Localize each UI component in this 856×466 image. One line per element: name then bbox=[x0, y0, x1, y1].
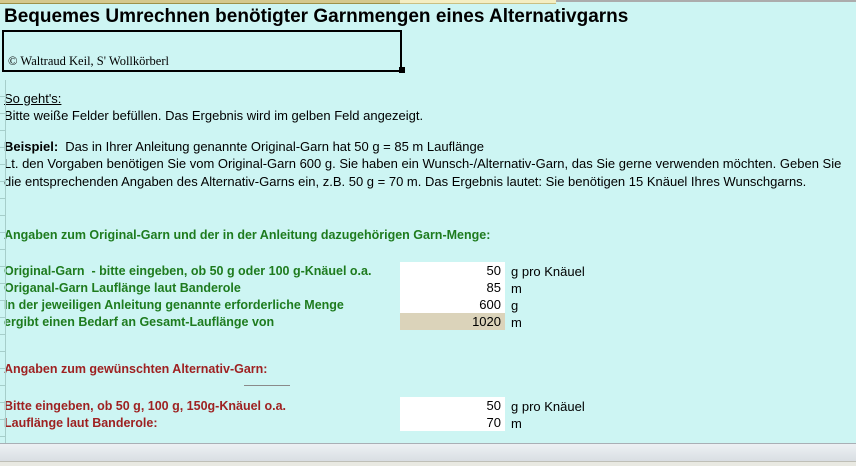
row-label: Lauflänge laut Banderole: bbox=[4, 416, 158, 430]
copyright-text: © Waltraud Keil, S' Wollkörberl bbox=[8, 54, 169, 68]
input-cell[interactable]: 70 bbox=[400, 414, 505, 431]
sheet-tab-bar: ◀ ▶ ▶| Umrechnungstabelle Garnmenge ◀ bbox=[0, 443, 856, 461]
copyright-box: © Waltraud Keil, S' Wollkörberl bbox=[2, 30, 402, 72]
example-row: Beispiel: Das in Ihrer Anleitung genannte… bbox=[4, 139, 484, 154]
row-label: Bitte eingeben, ob 50 g, 100 g, 150g-Knä… bbox=[4, 399, 287, 413]
unit-label: m bbox=[511, 315, 522, 330]
row-label: Original-Garn - bitte eingeben, ob 50 g … bbox=[4, 264, 372, 278]
field-row: Lauflänge laut Banderole: 70 m bbox=[0, 414, 856, 431]
example-line2: Lt. den Vorgaben benötigen Sie vom Origi… bbox=[4, 156, 842, 171]
unit-label: g pro Knäuel bbox=[511, 399, 585, 414]
example-line3: die entsprechenden Angaben des Alternati… bbox=[4, 174, 807, 189]
partial-row-border bbox=[556, 0, 856, 2]
howto-text: Bitte weiße Felder befüllen. Das Ergebni… bbox=[4, 108, 424, 123]
input-cell[interactable]: 50 bbox=[400, 397, 505, 414]
field-row: ergibt einen Bedarf an Gesamt-Lauflänge … bbox=[0, 313, 856, 330]
unit-label: m bbox=[511, 416, 522, 431]
partial-row-tan-cell bbox=[0, 0, 400, 4]
howto-heading: So geht's: bbox=[4, 91, 62, 106]
partial-row-yellow-cell bbox=[400, 0, 556, 4]
input-cell[interactable]: 85 bbox=[400, 279, 505, 296]
field-row: In der jeweiligen Anleitung genannte erf… bbox=[0, 296, 856, 313]
unit-label: g pro Knäuel bbox=[511, 264, 585, 279]
unit-label: m bbox=[511, 281, 522, 296]
row-label: Origanal-Garn Lauflänge laut Banderole bbox=[4, 281, 241, 295]
example-label: Beispiel: bbox=[4, 139, 59, 154]
row-label: ergibt einen Bedarf an Gesamt-Lauflänge … bbox=[4, 315, 275, 329]
original_section-heading: Angaben zum Original-Garn und der in der… bbox=[4, 228, 491, 242]
field-row: Origanal-Garn Lauflänge laut Banderole 85… bbox=[0, 279, 856, 296]
input-cell[interactable]: 600 bbox=[400, 296, 505, 313]
example-text: Das in Ihrer Anleitung genannte Original… bbox=[65, 139, 484, 154]
alternative_section-heading: Angaben zum gewünschten Alternativ-Garn: bbox=[4, 362, 268, 376]
unit-label: g bbox=[511, 298, 519, 313]
cell-border-line bbox=[244, 385, 290, 386]
column-a-gridlines bbox=[0, 80, 6, 443]
result-cell: 1020 bbox=[400, 313, 505, 330]
page-title: Bequemes Umrechnen benötigter Garnmengen… bbox=[4, 6, 629, 27]
selection-handle[interactable] bbox=[399, 67, 405, 73]
field-row: Bitte eingeben, ob 50 g, 100 g, 150g-Knä… bbox=[0, 397, 856, 414]
status-bar-strip bbox=[0, 461, 856, 466]
field-row: Original-Garn - bitte eingeben, ob 50 g … bbox=[0, 262, 856, 279]
input-cell[interactable]: 50 bbox=[400, 262, 505, 279]
row-label: In der jeweiligen Anleitung genannte erf… bbox=[4, 298, 344, 312]
